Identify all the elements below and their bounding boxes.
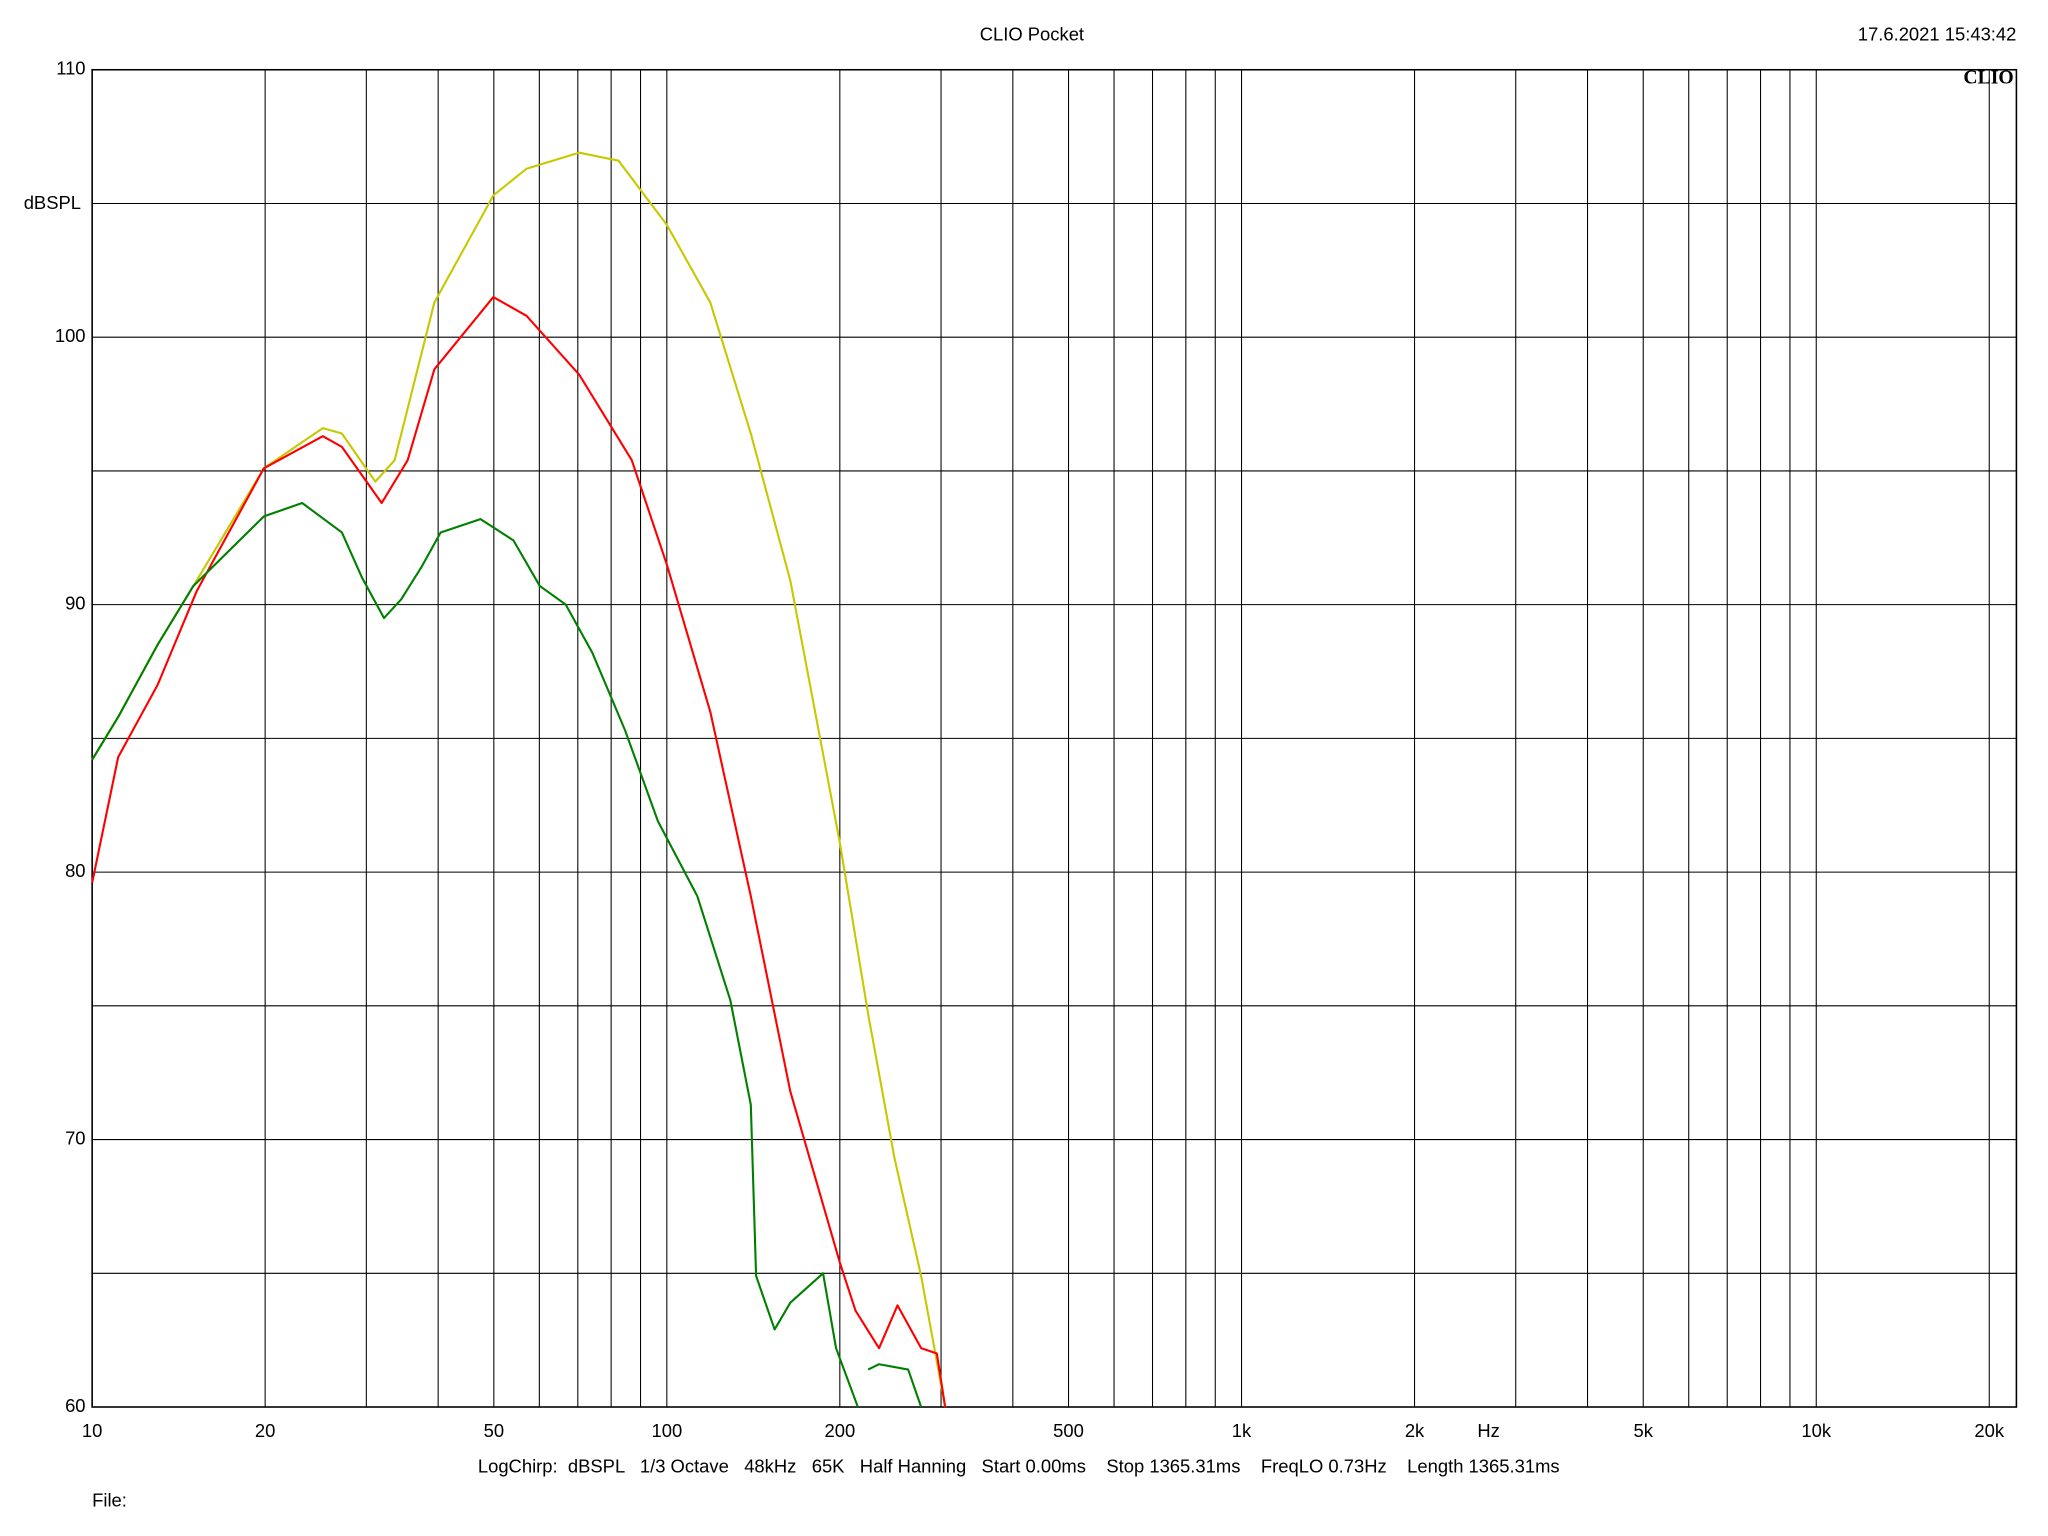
- x-tick-label: 5k: [1634, 1420, 1654, 1441]
- x-tick-label: 50: [484, 1420, 504, 1441]
- timestamp: 17.6.2021 15:43:42: [1858, 23, 2017, 44]
- file-label: File:: [92, 1490, 127, 1511]
- x-tick-label: 10: [82, 1420, 102, 1441]
- series-line: [91, 151, 947, 1408]
- x-tick-label: 1k: [1232, 1420, 1252, 1441]
- x-tick-label: 2k: [1405, 1420, 1425, 1441]
- y-tick-label: 110: [56, 58, 85, 79]
- x-tick-label: 500: [1053, 1420, 1084, 1441]
- series-line: [91, 296, 947, 1408]
- y-axis-label: dBSPL: [24, 192, 81, 213]
- plot-frame: [91, 68, 2018, 1408]
- x-tick-label: 20: [255, 1420, 275, 1441]
- y-tick-label: 100: [55, 325, 86, 346]
- footer: LogChirp: dBSPL 1/3 Octave 48kHz 65K Hal…: [478, 1455, 1560, 1476]
- x-tick-label: 200: [824, 1420, 855, 1441]
- x-tick-label: 100: [651, 1420, 682, 1441]
- logo: CLIO: [1963, 67, 2013, 89]
- y-tick-label: 60: [65, 1395, 85, 1416]
- series-line: [91, 501, 923, 1408]
- x-tick-label: 10k: [1801, 1420, 1831, 1441]
- y-tick-label: 80: [65, 860, 85, 881]
- y-tick-label: 70: [65, 1127, 85, 1148]
- x-axis-label: Hz: [1477, 1420, 1500, 1441]
- y-tick-label: 90: [65, 593, 85, 614]
- x-tick-label: 20k: [1974, 1420, 2004, 1441]
- chart-title: CLIO Pocket: [980, 23, 1084, 44]
